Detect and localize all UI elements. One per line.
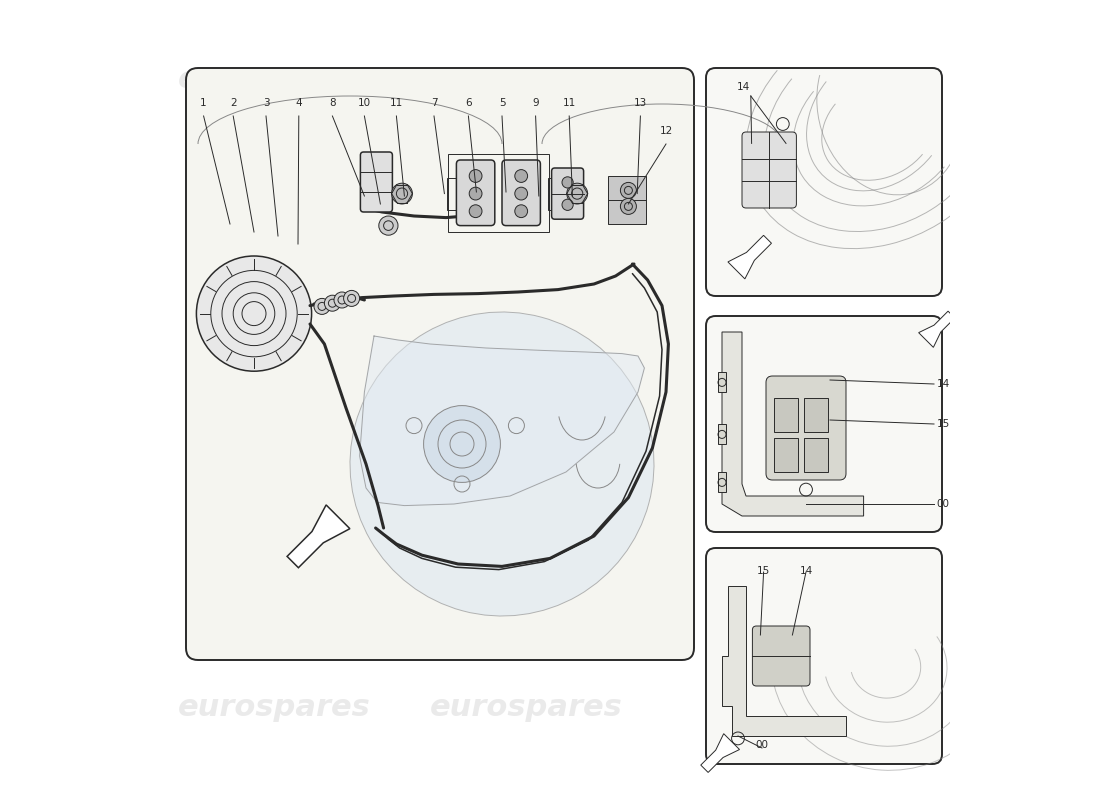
- Bar: [718, 372, 726, 392]
- Circle shape: [470, 205, 482, 218]
- Polygon shape: [728, 235, 771, 279]
- Text: 6: 6: [465, 98, 472, 108]
- Ellipse shape: [350, 312, 654, 616]
- Circle shape: [515, 170, 528, 182]
- FancyBboxPatch shape: [766, 376, 846, 480]
- Polygon shape: [918, 311, 955, 347]
- Circle shape: [334, 292, 350, 308]
- Circle shape: [324, 295, 340, 311]
- Circle shape: [562, 177, 573, 188]
- Bar: [549, 178, 558, 210]
- Text: 13: 13: [634, 98, 647, 108]
- Text: eurospares: eurospares: [748, 70, 889, 90]
- Text: eurospares: eurospares: [430, 66, 623, 94]
- FancyBboxPatch shape: [456, 160, 495, 226]
- Text: 11: 11: [562, 98, 575, 108]
- Text: 4: 4: [296, 98, 303, 108]
- Bar: [804, 438, 828, 472]
- Text: 15: 15: [936, 419, 949, 429]
- Circle shape: [566, 183, 587, 204]
- Text: 14: 14: [800, 566, 813, 576]
- Text: 9: 9: [532, 98, 539, 108]
- Circle shape: [378, 216, 398, 235]
- Text: 8: 8: [329, 98, 336, 108]
- Text: eurospares: eurospares: [430, 694, 623, 722]
- Circle shape: [314, 298, 330, 314]
- Text: eurospares: eurospares: [748, 698, 889, 718]
- Text: 14: 14: [936, 379, 949, 389]
- Circle shape: [424, 406, 500, 482]
- Text: 15: 15: [757, 566, 770, 576]
- Text: 1: 1: [200, 98, 207, 108]
- Text: 12: 12: [659, 126, 672, 136]
- Circle shape: [343, 290, 360, 306]
- Circle shape: [470, 170, 482, 182]
- Polygon shape: [701, 734, 739, 773]
- Text: 5: 5: [498, 98, 505, 108]
- Text: 7: 7: [431, 98, 438, 108]
- FancyBboxPatch shape: [502, 160, 540, 226]
- Bar: [718, 472, 726, 492]
- Polygon shape: [287, 505, 350, 568]
- Bar: [774, 398, 798, 432]
- Text: 00: 00: [756, 739, 769, 750]
- Circle shape: [197, 256, 311, 371]
- FancyBboxPatch shape: [361, 152, 393, 212]
- Bar: [718, 424, 726, 444]
- Circle shape: [392, 183, 412, 204]
- Polygon shape: [722, 586, 846, 736]
- Text: 00: 00: [936, 499, 949, 509]
- Circle shape: [562, 199, 573, 210]
- Text: 3: 3: [263, 98, 270, 108]
- Bar: [607, 176, 646, 224]
- Circle shape: [470, 187, 482, 200]
- Polygon shape: [722, 332, 864, 516]
- FancyBboxPatch shape: [706, 68, 942, 296]
- Circle shape: [515, 205, 528, 218]
- Circle shape: [620, 182, 637, 198]
- FancyBboxPatch shape: [186, 68, 694, 660]
- Circle shape: [515, 187, 528, 200]
- Bar: [447, 178, 456, 210]
- Polygon shape: [360, 336, 645, 506]
- FancyBboxPatch shape: [706, 316, 942, 532]
- Circle shape: [620, 198, 637, 214]
- Text: eurospares: eurospares: [177, 694, 371, 722]
- Text: eurospares: eurospares: [177, 66, 371, 94]
- Bar: [774, 438, 798, 472]
- Bar: [804, 398, 828, 432]
- Text: 11: 11: [389, 98, 403, 108]
- FancyBboxPatch shape: [551, 168, 584, 219]
- FancyBboxPatch shape: [752, 626, 810, 686]
- Bar: [449, 154, 549, 232]
- Text: 10: 10: [358, 98, 371, 108]
- FancyBboxPatch shape: [706, 548, 942, 764]
- FancyBboxPatch shape: [742, 132, 796, 208]
- Text: 14: 14: [736, 82, 750, 92]
- Text: 2: 2: [230, 98, 236, 108]
